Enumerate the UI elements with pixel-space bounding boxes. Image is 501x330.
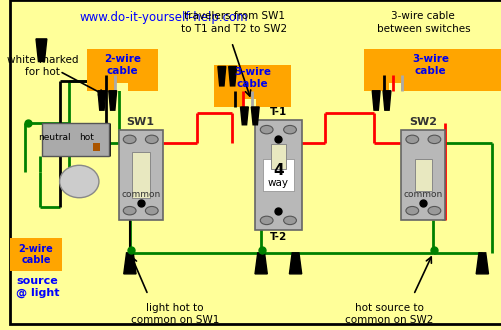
Bar [255, 120, 301, 230]
Bar [400, 130, 444, 220]
Text: www.do-it-yourself-help.com: www.do-it-yourself-help.com [79, 11, 247, 24]
Polygon shape [98, 91, 106, 110]
Text: 3-wire
cable: 3-wire cable [411, 53, 448, 76]
Circle shape [283, 216, 296, 225]
Polygon shape [228, 66, 236, 86]
Bar [116, 82, 128, 91]
Polygon shape [36, 39, 47, 62]
FancyBboxPatch shape [364, 49, 501, 91]
FancyBboxPatch shape [11, 238, 62, 271]
FancyBboxPatch shape [214, 65, 290, 107]
Text: T-2: T-2 [269, 232, 287, 242]
Circle shape [145, 207, 158, 215]
Polygon shape [217, 66, 225, 86]
Bar [388, 82, 400, 91]
Circle shape [260, 216, 273, 225]
Polygon shape [382, 91, 390, 110]
Circle shape [283, 125, 296, 134]
Text: 2-wire
cable: 2-wire cable [104, 53, 141, 76]
Text: 3-wire
cable: 3-wire cable [234, 67, 271, 89]
Bar [271, 144, 285, 169]
Circle shape [427, 135, 440, 144]
Text: common: common [121, 190, 160, 199]
Text: SW1: SW1 [126, 117, 154, 127]
Bar [262, 159, 294, 191]
Circle shape [145, 135, 158, 144]
Text: light hot to
common on SW1: light hot to common on SW1 [131, 303, 219, 325]
Bar [118, 130, 162, 220]
Text: 2-wire
cable: 2-wire cable [19, 244, 53, 265]
Text: T-1: T-1 [269, 107, 287, 117]
Text: 3-wire cable
between switches: 3-wire cable between switches [376, 11, 469, 34]
Polygon shape [255, 253, 267, 274]
Bar [243, 99, 256, 107]
Polygon shape [475, 253, 487, 274]
Text: neutral: neutral [38, 133, 71, 142]
Text: 4: 4 [273, 163, 283, 178]
FancyBboxPatch shape [87, 49, 158, 91]
Circle shape [123, 135, 136, 144]
Text: travelers from SW1
to T1 and T2 to SW2: travelers from SW1 to T1 and T2 to SW2 [181, 11, 287, 34]
Circle shape [260, 125, 273, 134]
Text: way: way [268, 178, 288, 188]
Polygon shape [251, 107, 259, 125]
Circle shape [405, 207, 418, 215]
Text: hot source to
common on SW2: hot source to common on SW2 [344, 303, 432, 325]
Bar [42, 123, 109, 155]
Bar [132, 152, 149, 198]
Text: SW2: SW2 [408, 117, 436, 127]
Polygon shape [372, 91, 379, 110]
Bar [93, 143, 100, 151]
Text: hot: hot [79, 133, 94, 142]
Text: white marked
for hot: white marked for hot [7, 55, 78, 78]
Polygon shape [240, 107, 248, 125]
Polygon shape [289, 253, 301, 274]
Circle shape [405, 135, 418, 144]
Circle shape [427, 207, 440, 215]
Text: common: common [403, 190, 442, 199]
Text: source
@ light: source @ light [16, 276, 59, 298]
Ellipse shape [60, 165, 99, 198]
Polygon shape [124, 253, 136, 274]
Polygon shape [109, 91, 116, 110]
Circle shape [123, 207, 136, 215]
Bar [414, 159, 431, 191]
